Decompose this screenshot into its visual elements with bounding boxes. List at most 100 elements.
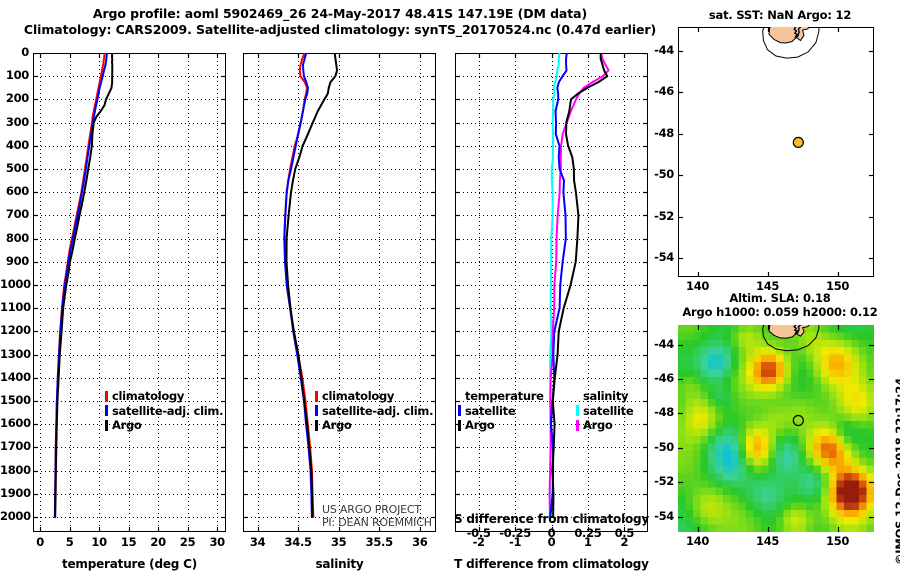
sla-lat-tick-label: -48 [654, 405, 674, 420]
depth-tick-label: 700 [5, 207, 29, 222]
sst-lon-tick-label: 140 [686, 279, 710, 293]
legend-group-header: salinity [583, 389, 629, 403]
legend-color-swatch [315, 419, 318, 431]
figure-title: Argo profile: aoml 5902469_26 24-May-201… [0, 6, 680, 38]
depth-tick-label: 1700 [0, 439, 31, 454]
legend-color-swatch [576, 405, 579, 417]
difference-t-tick-label: -2 [472, 535, 485, 549]
sla-lon-tick-label: 150 [826, 534, 850, 548]
legend-item: Argo [315, 418, 433, 433]
sst-lat-tick-label: -44 [654, 42, 674, 57]
legend-color-swatch [458, 405, 461, 417]
depth-tick-label: 300 [5, 114, 29, 129]
legend-color-swatch [576, 419, 579, 431]
figure-title-line1: Argo profile: aoml 5902469_26 24-May-201… [92, 6, 588, 21]
difference-t-tick-label: 2 [620, 535, 629, 549]
depth-tick-label: 1400 [0, 369, 31, 384]
sla-lat-tick-label: -50 [654, 439, 674, 454]
depth-tick-label: 0 [21, 45, 29, 59]
temperature-plot-area [33, 53, 226, 532]
depth-tick-label: 1500 [0, 392, 31, 407]
sla-map-area [678, 325, 874, 532]
legend-color-swatch [458, 419, 461, 431]
temperature-tick-label: 10 [91, 535, 107, 549]
difference-s-tick-label: -0.5 [466, 526, 491, 540]
legend-color-swatch [315, 390, 318, 402]
salinity-tick-label: 35 [330, 535, 347, 549]
salinity-legend: climatology satellite-adj. clim. Argo [315, 389, 433, 433]
difference-t-tick-label: 1 [584, 535, 592, 549]
legend-color-swatch [105, 419, 108, 431]
salinity-tick-label: 36 [412, 535, 428, 549]
depth-tick-label: 200 [5, 91, 29, 106]
difference-s-tick-label: -0.25 [499, 526, 531, 540]
depth-tick-label: 1100 [0, 300, 31, 315]
sst-lat-tick-label: -50 [654, 167, 674, 182]
sst-lat-tick-label: -46 [654, 84, 674, 99]
project-credit-line2: PI: DEAN ROEMMICH [322, 516, 432, 529]
legend-item: satellite-adj. clim. [105, 404, 223, 419]
salinity-tick-label: 34 [249, 535, 266, 549]
depth-tick-label: 1200 [0, 323, 31, 338]
legend-color-swatch [105, 405, 108, 417]
difference-legend: temperature satellite Argo salinity satellit… [458, 389, 648, 435]
difference-s-axis-title: S difference from climatology [453, 512, 650, 526]
legend-item: satellite-adj. clim. [315, 404, 433, 419]
figure-title-line2: Climatology: CARS2009. Satellite-adjuste… [23, 22, 657, 37]
salinity-axis-title: salinity [315, 557, 364, 571]
difference-t-axis-title: T difference from climatology [454, 557, 649, 571]
sla-lon-tick-label: 140 [686, 534, 710, 548]
temperature-tick-label: 15 [120, 535, 137, 549]
temperature-tick-label: 0 [36, 535, 44, 549]
difference-s-tick-label: 0.5 [614, 526, 635, 540]
difference-t-tick-label: -1 [508, 535, 522, 549]
sst-map-title: sat. SST: NaN Argo: 12 [708, 8, 852, 22]
legend-item-label: satellite [583, 403, 634, 418]
depth-tick-label: 2000 [0, 508, 31, 523]
legend-item-label: satellite-adj. clim. [322, 403, 434, 418]
legend-item: satellite [458, 404, 544, 419]
difference-t-tick-label: 0 [547, 535, 556, 549]
depth-tick-label: 1900 [0, 485, 31, 500]
difference-s-tick-label: 0 [547, 526, 556, 540]
sla-map-title: Altim. SLA: 0.18 Argo h1000: 0.059 h2000… [660, 291, 900, 319]
depth-tick-label: 1300 [0, 346, 31, 361]
sla-lat-tick-label: -46 [654, 371, 674, 386]
sst-lon-tick-label: 145 [756, 279, 780, 293]
temperature-legend: climatology satellite-adj. clim. Argo [105, 389, 223, 433]
legend-column: temperature satellite Argo [458, 389, 544, 433]
depth-tick-label: 100 [5, 68, 29, 83]
legend-item-label: climatology [112, 389, 185, 403]
sla-map-title-line1: Altim. SLA: 0.18 [729, 291, 831, 305]
salinity-tick-label: 34.5 [284, 535, 312, 549]
salinity-plot-area [243, 53, 436, 532]
difference-s-tick-label: 0.25 [574, 526, 602, 540]
salinity-panel [243, 53, 436, 532]
sst-lon-tick-label: 150 [826, 279, 850, 293]
depth-tick-label: 900 [5, 253, 29, 268]
sla-lat-tick-label: -44 [654, 336, 674, 351]
project-credit-line1: US ARGO PROJECT [322, 503, 421, 516]
sla-lat-tick-label: -54 [654, 508, 674, 523]
depth-tick-label: 800 [5, 230, 29, 245]
legend-color-swatch [105, 390, 108, 402]
legend-item-label: climatology [322, 389, 395, 403]
sst-map-panel [678, 27, 874, 277]
depth-tick-label: 1800 [0, 462, 31, 477]
depth-tick-label: 400 [5, 137, 29, 152]
legend-item-label: Argo [583, 418, 613, 432]
salinity-tick-label: 35.5 [365, 535, 393, 549]
legend-item: satellite [576, 403, 634, 419]
sla-lat-tick-label: -52 [654, 474, 674, 489]
project-credit: US ARGO PROJECT PI: DEAN ROEMMICH [322, 503, 432, 529]
temperature-tick-label: 5 [65, 535, 74, 549]
depth-tick-label: 600 [5, 184, 29, 199]
legend-item: climatology [105, 389, 223, 404]
legend-item-label: Argo [112, 418, 142, 432]
difference-plot-area [455, 53, 648, 532]
legend-item-label: Argo [465, 418, 495, 432]
temperature-axis-title: temperature (deg C) [61, 557, 198, 571]
sst-lat-tick-label: -48 [654, 125, 674, 140]
imos-watermark: ©IMOS 12-Dec-2018 22:17:24 [893, 377, 900, 565]
